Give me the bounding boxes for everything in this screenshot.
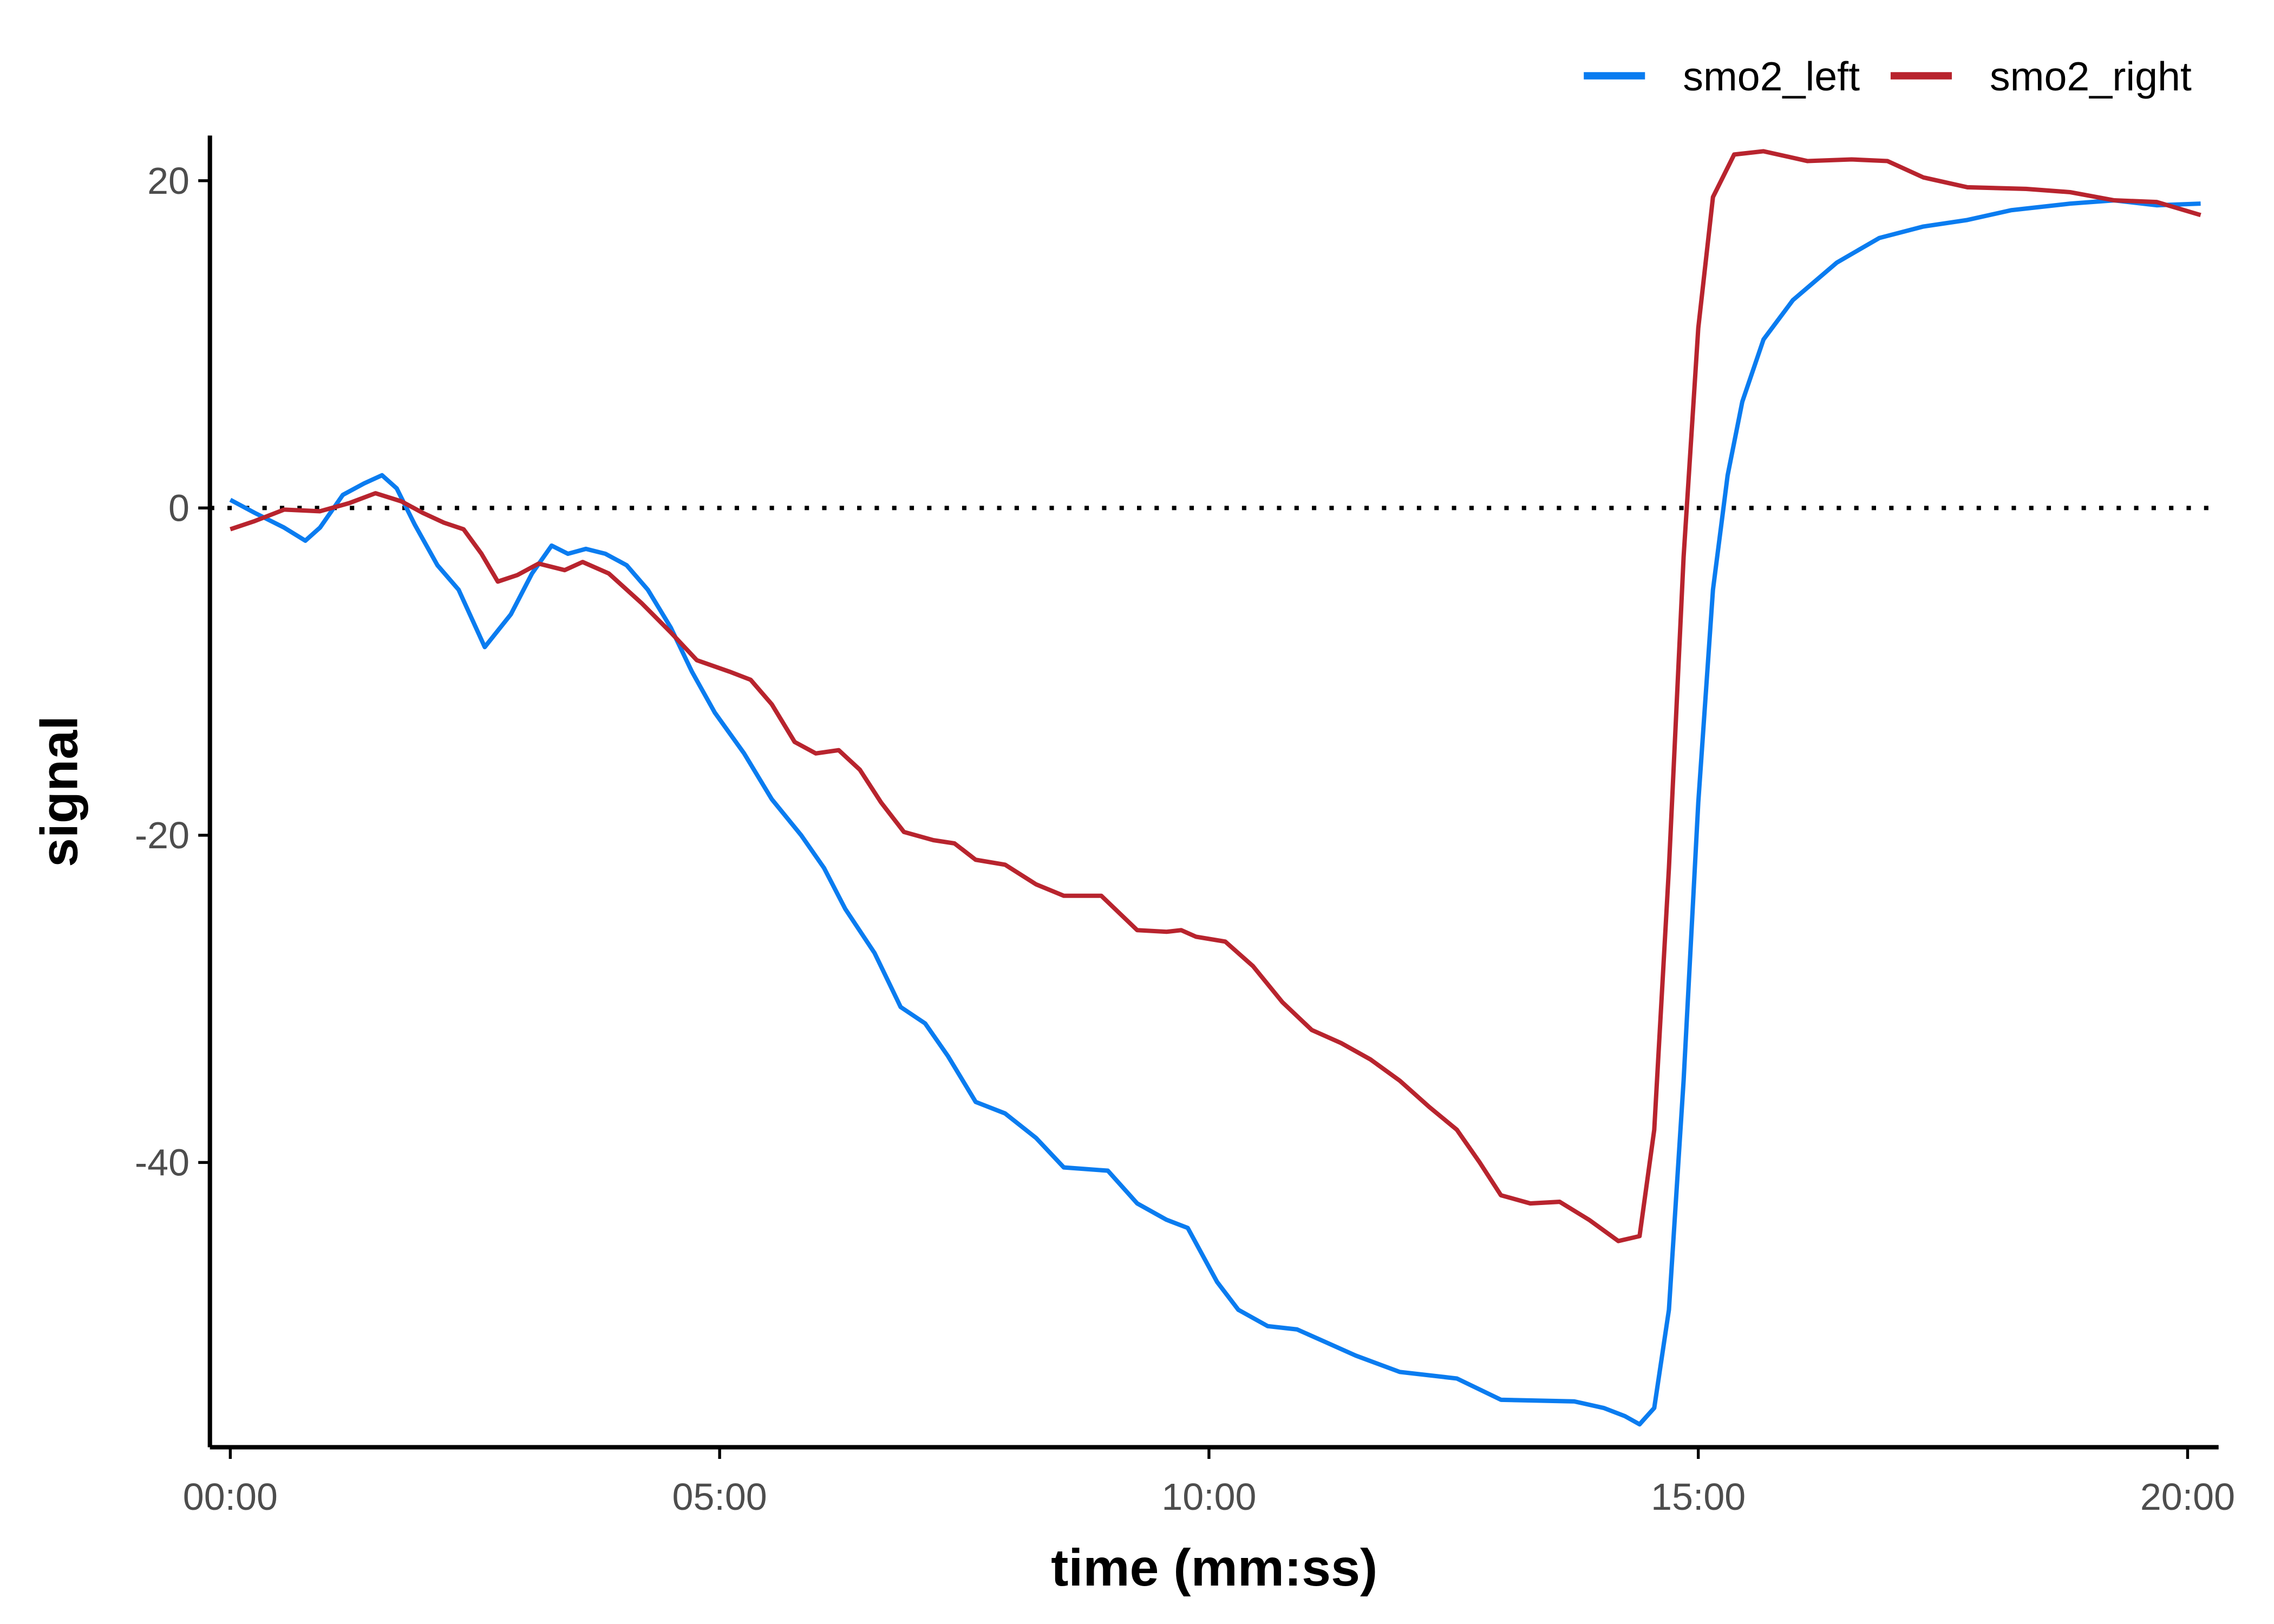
x-tick-label: 05:00 [672, 1476, 767, 1518]
y-tick-label: 0 [168, 487, 190, 529]
x-axis-title: time (mm:ss) [1051, 1538, 1377, 1597]
x-tick-label: 00:00 [183, 1476, 278, 1518]
x-tick-label: 20:00 [2140, 1476, 2235, 1518]
y-axis-title: signal [30, 716, 89, 867]
legend-label: smo2_left [1683, 54, 1860, 99]
x-tick-label: 15:00 [1651, 1476, 1746, 1518]
line-series [229, 198, 2201, 1427]
x-tick-label: 10:00 [1161, 1476, 1256, 1518]
y-tick-label: 20 [147, 160, 190, 202]
legend-label: smo2_right [1990, 54, 2192, 99]
y-tick-label: -20 [135, 814, 190, 856]
line-series [230, 149, 2201, 1243]
y-tick-label: -40 [135, 1142, 190, 1184]
